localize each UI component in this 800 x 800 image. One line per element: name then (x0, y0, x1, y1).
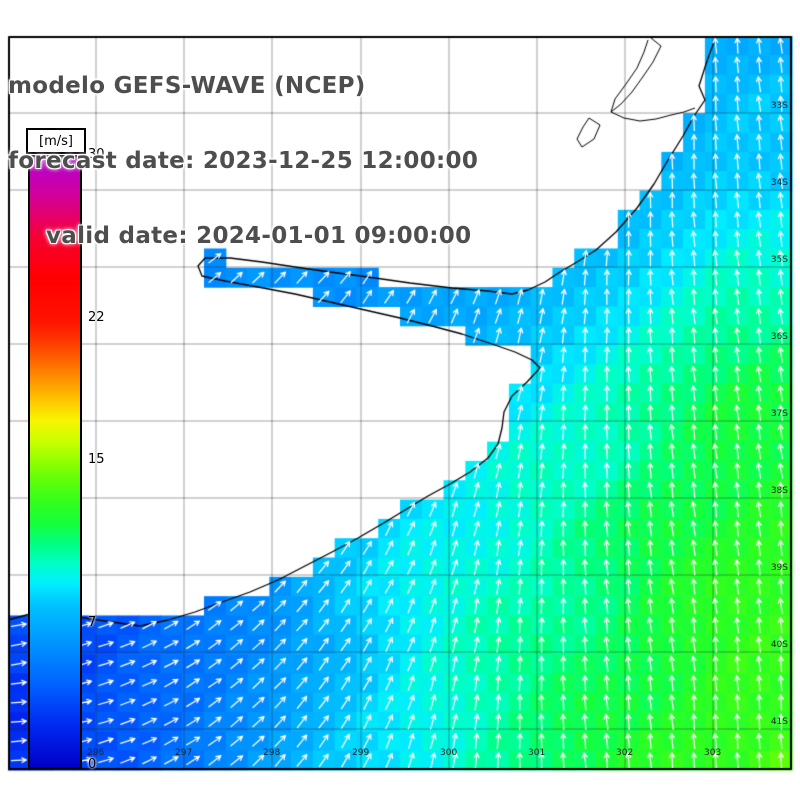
forecast-date-text: forecast date: 2023-12-25 12:00:00 (8, 148, 479, 174)
lat-tick-label: 33S (770, 101, 788, 111)
lat-tick-label: 39S (770, 563, 788, 573)
lon-tick-label: 298 (263, 748, 281, 758)
lat-tick-label: 35S (770, 255, 788, 265)
colorbar-tick-label: 30 (88, 147, 105, 162)
colorbar-tick-label: 15 (88, 452, 105, 467)
lon-tick-label: 300 (440, 748, 458, 758)
colorbar-unit-label: [m/s] (39, 133, 73, 149)
lon-tick-label: 296 (87, 748, 105, 758)
colorbar-tick-label: 7 (88, 614, 97, 630)
colorbar-tick-label: 0 (88, 757, 97, 772)
lat-tick-label: 37S (770, 409, 788, 419)
lon-tick-label: 303 (704, 748, 722, 758)
lat-tick-label: 38S (770, 486, 788, 496)
lat-tick-label: 40S (770, 640, 788, 650)
valid-date-text: valid date: 2024-01-01 09:00:00 (46, 223, 472, 249)
lon-tick-label: 299 (352, 748, 370, 758)
lon-tick-label: 301 (528, 748, 546, 758)
lon-tick-label: 297 (175, 748, 193, 758)
plot-title-block: modelo GEFS-WAVE (NCEP) forecast date: 2… (8, 24, 478, 299)
colorbar-gradient (28, 155, 82, 769)
lon-tick-label: 302 (616, 748, 634, 758)
colorbar-unit-box: [m/s] (26, 128, 86, 154)
colorbar-tick-label: 22 (88, 309, 105, 325)
lat-tick-label: 41S (770, 717, 788, 727)
page-title: modelo GEFS-WAVE (NCEP) (8, 73, 366, 99)
lat-tick-label: 34S (770, 178, 788, 188)
lat-tick-label: 36S (770, 332, 788, 342)
